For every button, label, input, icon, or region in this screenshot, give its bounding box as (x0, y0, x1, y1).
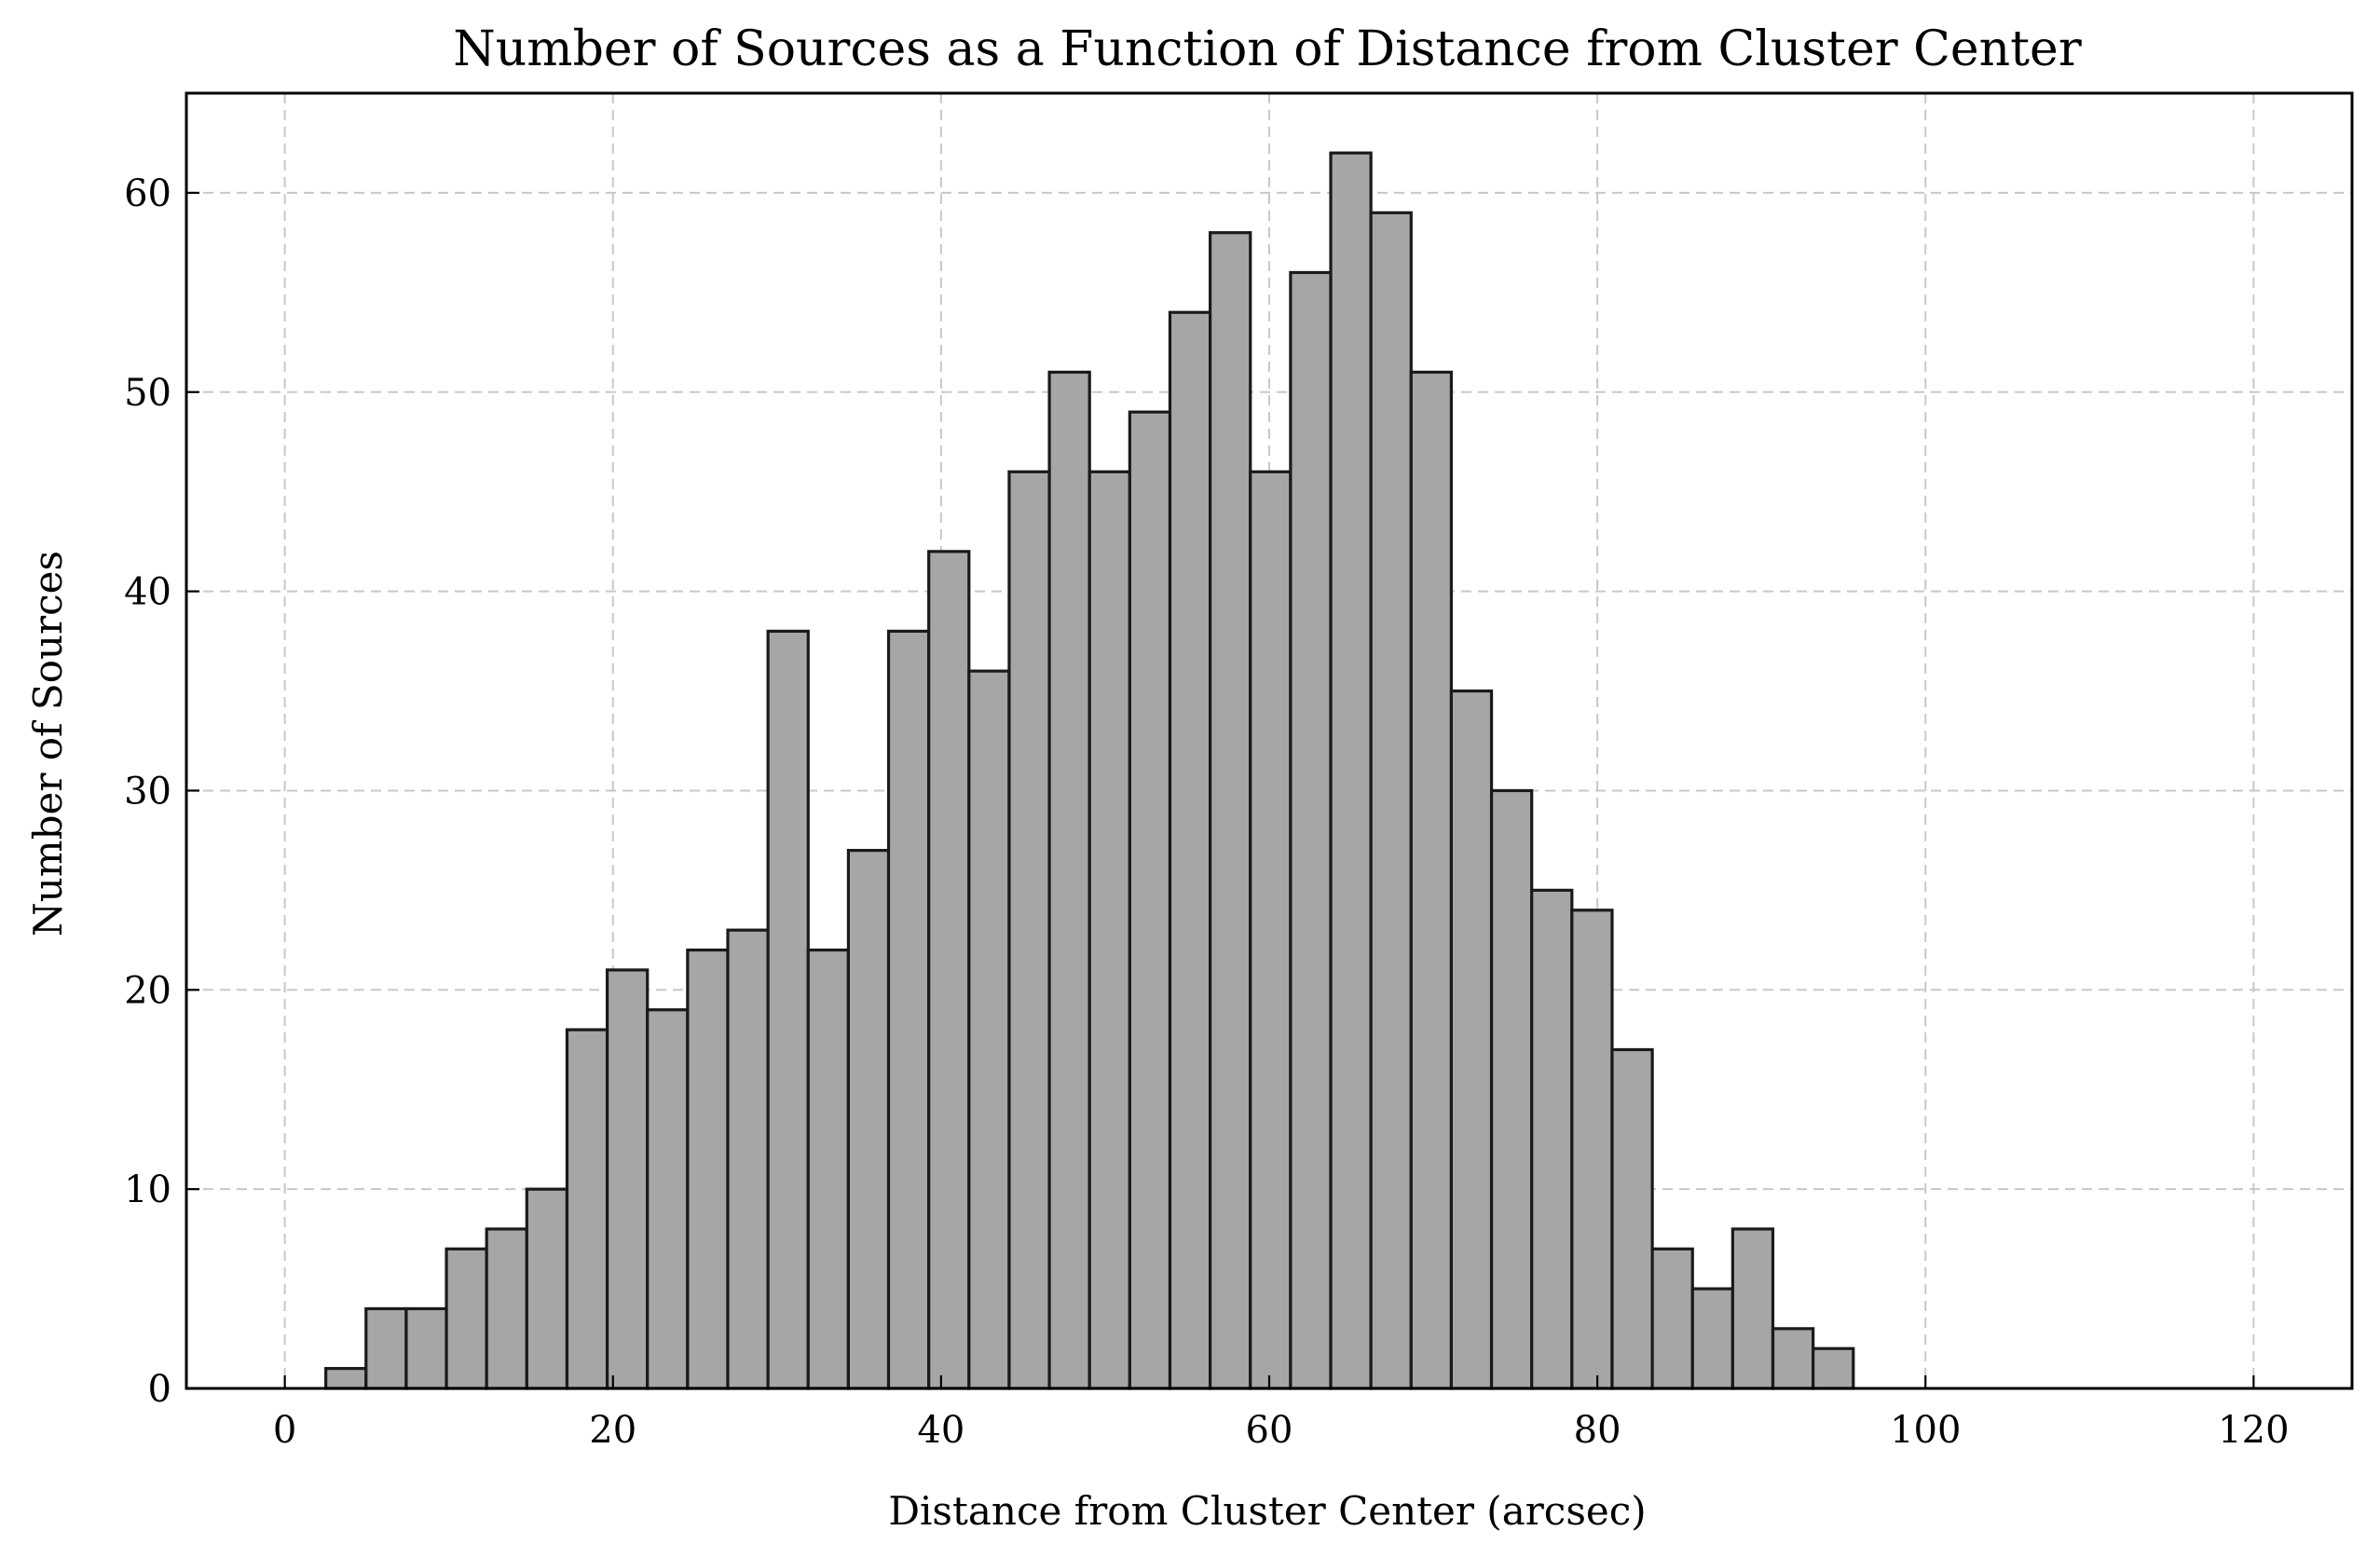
y-tick-label: 10 (124, 1168, 171, 1211)
chart-title: Number of Sources as a Function of Dista… (453, 21, 2082, 77)
histogram-bar (565, 1028, 609, 1390)
histogram-bar (1489, 788, 1534, 1390)
x-tick-label: 60 (1246, 1409, 1293, 1452)
histogram-bar (1449, 689, 1494, 1390)
histogram-bar (1650, 1247, 1694, 1390)
histogram-bar (1730, 1227, 1775, 1390)
histogram-bar (646, 1008, 690, 1390)
histogram-bar (1771, 1327, 1815, 1390)
histogram-bar (1369, 211, 1413, 1390)
histogram-bar (726, 928, 770, 1390)
histogram-bar (766, 629, 810, 1390)
histogram-bar (1209, 231, 1252, 1390)
histogram-bar (1329, 151, 1373, 1390)
histogram-bar (605, 968, 650, 1390)
histogram-bar (364, 1306, 408, 1390)
histogram-bar (485, 1227, 528, 1390)
x-tick-label: 120 (2218, 1409, 2289, 1452)
axis-layer: 0 20 40 60 80 100 120 0 10 20 30 40 50 60 (124, 91, 2354, 1452)
histogram-bar (686, 948, 730, 1390)
y-tick-label: 20 (124, 969, 171, 1012)
x-tick-label: 80 (1574, 1409, 1621, 1452)
y-tick-label: 30 (124, 770, 171, 813)
histogram-bar (886, 629, 931, 1390)
y-tick-label: 50 (124, 372, 171, 415)
histogram-bar (1530, 888, 1574, 1390)
histogram-bar (1128, 410, 1172, 1390)
plot-frame (185, 91, 2354, 1390)
histogram-bar (1249, 470, 1293, 1390)
histogram-bar (404, 1306, 448, 1390)
bar-layer (324, 151, 1855, 1390)
x-tick-label: 20 (589, 1409, 636, 1452)
histogram-bar (1610, 1047, 1654, 1390)
histogram-bar (1007, 470, 1051, 1390)
histogram-bar (1047, 370, 1091, 1390)
histogram-bar (1690, 1287, 1734, 1390)
histogram-bar (967, 669, 1011, 1390)
histogram-bar (324, 1367, 368, 1390)
histogram-bar (1570, 909, 1614, 1390)
y-tick-label: 60 (124, 172, 171, 215)
histogram-bar (846, 849, 891, 1390)
histogram-bar (445, 1247, 488, 1390)
x-tick-label: 100 (1890, 1409, 1961, 1452)
histogram-bar (806, 948, 851, 1390)
histogram-bar (1812, 1346, 1855, 1390)
histogram-bar (525, 1187, 569, 1390)
histogram-bar (1087, 470, 1131, 1390)
histogram-bar (1409, 370, 1454, 1390)
x-tick-label: 40 (917, 1409, 964, 1452)
x-tick-label: 0 (273, 1409, 296, 1452)
y-tick-label: 0 (148, 1368, 171, 1411)
y-axis-title: Number of Sources (25, 551, 71, 936)
histogram-bar (1168, 310, 1212, 1390)
histogram-bar (927, 550, 971, 1390)
x-axis-title: Distance from Cluster Center (arcsec) (888, 1488, 1646, 1534)
y-tick-label: 40 (124, 571, 171, 614)
histogram-bar (1289, 270, 1333, 1390)
